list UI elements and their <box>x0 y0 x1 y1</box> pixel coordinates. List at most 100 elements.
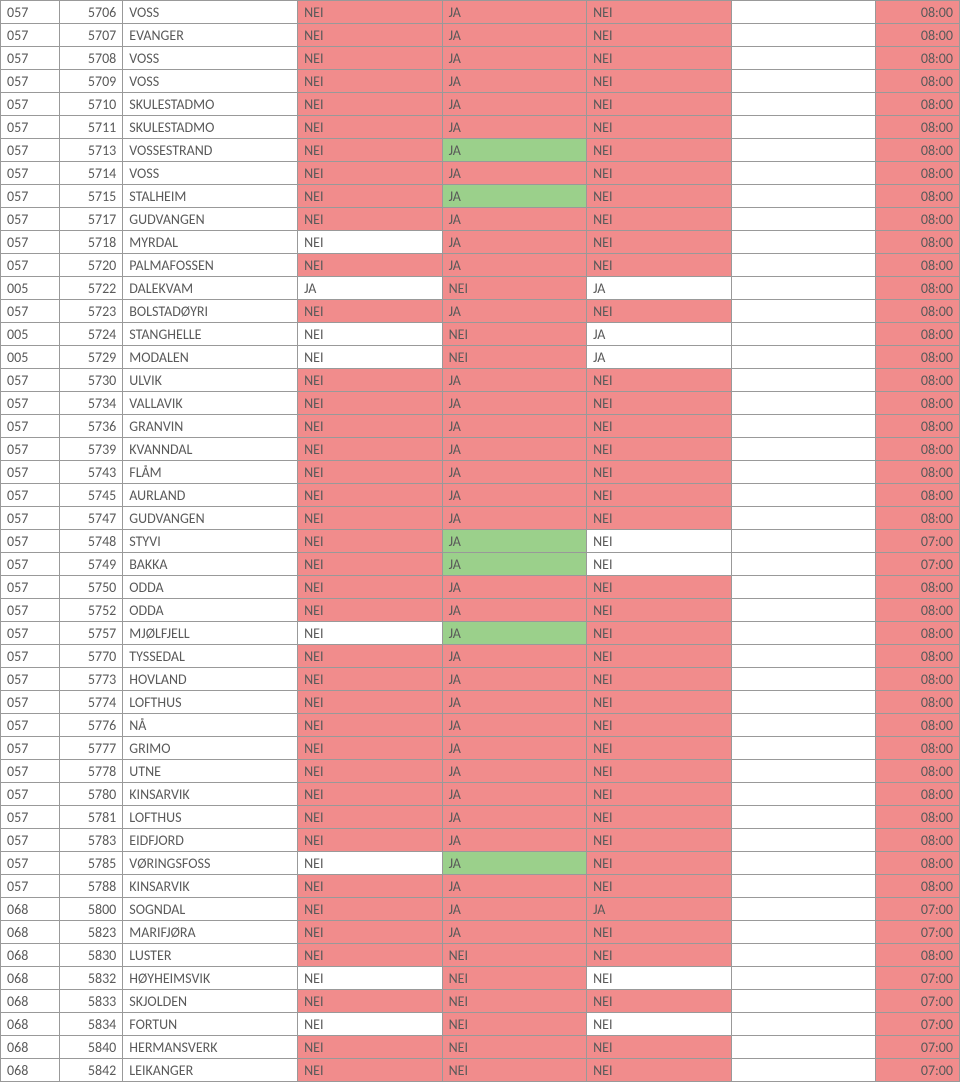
cell-code2: 5834 <box>59 1013 123 1036</box>
cell-code1: 057 <box>1 415 60 438</box>
cell-g <box>731 806 876 829</box>
cell-d: NEI <box>298 921 443 944</box>
cell-d: NEI <box>298 323 443 346</box>
cell-place: LOFTHUS <box>123 691 298 714</box>
cell-code1: 005 <box>1 277 60 300</box>
cell-d: NEI <box>298 231 443 254</box>
cell-g <box>731 93 876 116</box>
cell-g <box>731 507 876 530</box>
cell-time: 08:00 <box>876 415 960 438</box>
cell-e: JA <box>442 691 587 714</box>
cell-time: 08:00 <box>876 691 960 714</box>
cell-g <box>731 1036 876 1059</box>
cell-code2: 5724 <box>59 323 123 346</box>
cell-time: 08:00 <box>876 323 960 346</box>
cell-code1: 057 <box>1 576 60 599</box>
cell-time: 07:00 <box>876 1059 960 1082</box>
cell-e: JA <box>442 392 587 415</box>
cell-d: NEI <box>298 116 443 139</box>
cell-time: 08:00 <box>876 599 960 622</box>
cell-d: NEI <box>298 438 443 461</box>
cell-e: JA <box>442 921 587 944</box>
cell-time: 07:00 <box>876 921 960 944</box>
cell-place: HERMANSVERK <box>123 1036 298 1059</box>
cell-f: NEI <box>587 208 732 231</box>
table-row: 0685834FORTUNNEINEINEI07:00 <box>1 1013 960 1036</box>
cell-time: 08:00 <box>876 185 960 208</box>
cell-e: JA <box>442 24 587 47</box>
cell-code2: 5743 <box>59 461 123 484</box>
cell-place: LEIKANGER <box>123 1059 298 1082</box>
table-row: 0575718MYRDALNEIJANEI08:00 <box>1 231 960 254</box>
cell-code1: 057 <box>1 599 60 622</box>
cell-code1: 068 <box>1 967 60 990</box>
cell-d: NEI <box>298 24 443 47</box>
cell-g <box>731 24 876 47</box>
cell-f: NEI <box>587 737 732 760</box>
table-row: 0575747GUDVANGENNEIJANEI08:00 <box>1 507 960 530</box>
cell-code2: 5706 <box>59 1 123 24</box>
cell-d: JA <box>298 277 443 300</box>
table-row: 0575714VOSSNEIJANEI08:00 <box>1 162 960 185</box>
cell-place: TYSSEDAL <box>123 645 298 668</box>
cell-code2: 5709 <box>59 70 123 93</box>
cell-place: SOGNDAL <box>123 898 298 921</box>
table-row: 0575752ODDANEIJANEI08:00 <box>1 599 960 622</box>
cell-f: NEI <box>587 852 732 875</box>
cell-e: JA <box>442 415 587 438</box>
cell-time: 08:00 <box>876 760 960 783</box>
table-row: 0575776NÅNEIJANEI08:00 <box>1 714 960 737</box>
cell-g <box>731 852 876 875</box>
cell-d: NEI <box>298 898 443 921</box>
cell-d: NEI <box>298 875 443 898</box>
cell-place: STYVI <box>123 530 298 553</box>
cell-place: EVANGER <box>123 24 298 47</box>
cell-g <box>731 484 876 507</box>
cell-code1: 057 <box>1 760 60 783</box>
cell-place: SKJOLDEN <box>123 990 298 1013</box>
cell-e: JA <box>442 530 587 553</box>
table-row: 0575757MJØLFJELLNEIJANEI08:00 <box>1 622 960 645</box>
cell-code2: 5739 <box>59 438 123 461</box>
cell-e: JA <box>442 70 587 93</box>
cell-g <box>731 1 876 24</box>
table-row: 0575745AURLANDNEIJANEI08:00 <box>1 484 960 507</box>
cell-e: NEI <box>442 323 587 346</box>
cell-place: NÅ <box>123 714 298 737</box>
table-row: 0575707EVANGERNEIJANEI08:00 <box>1 24 960 47</box>
table-row: 0685800SOGNDALNEIJAJA07:00 <box>1 898 960 921</box>
cell-code2: 5717 <box>59 208 123 231</box>
cell-d: NEI <box>298 47 443 70</box>
cell-e: JA <box>442 369 587 392</box>
cell-time: 08:00 <box>876 346 960 369</box>
cell-d: NEI <box>298 668 443 691</box>
cell-code1: 057 <box>1 24 60 47</box>
cell-place: VOSS <box>123 162 298 185</box>
cell-f: NEI <box>587 645 732 668</box>
cell-code2: 5788 <box>59 875 123 898</box>
cell-f: NEI <box>587 783 732 806</box>
cell-code2: 5840 <box>59 1036 123 1059</box>
cell-e: JA <box>442 737 587 760</box>
cell-code1: 068 <box>1 898 60 921</box>
cell-f: NEI <box>587 576 732 599</box>
cell-d: NEI <box>298 1 443 24</box>
cell-g <box>731 323 876 346</box>
cell-time: 07:00 <box>876 1036 960 1059</box>
cell-e: JA <box>442 852 587 875</box>
cell-g <box>731 415 876 438</box>
table-row: 0575711SKULESTADMONEIJANEI08:00 <box>1 116 960 139</box>
cell-place: MARIFJØRA <box>123 921 298 944</box>
cell-time: 08:00 <box>876 47 960 70</box>
cell-code1: 057 <box>1 622 60 645</box>
cell-g <box>731 162 876 185</box>
table-row: 0575709VOSSNEIJANEI08:00 <box>1 70 960 93</box>
cell-d: NEI <box>298 392 443 415</box>
table-row: 0575717GUDVANGENNEIJANEI08:00 <box>1 208 960 231</box>
cell-g <box>731 760 876 783</box>
cell-code2: 5750 <box>59 576 123 599</box>
table-row: 0575708VOSSNEIJANEI08:00 <box>1 47 960 70</box>
cell-code2: 5748 <box>59 530 123 553</box>
cell-code2: 5833 <box>59 990 123 1013</box>
cell-place: VOSS <box>123 70 298 93</box>
